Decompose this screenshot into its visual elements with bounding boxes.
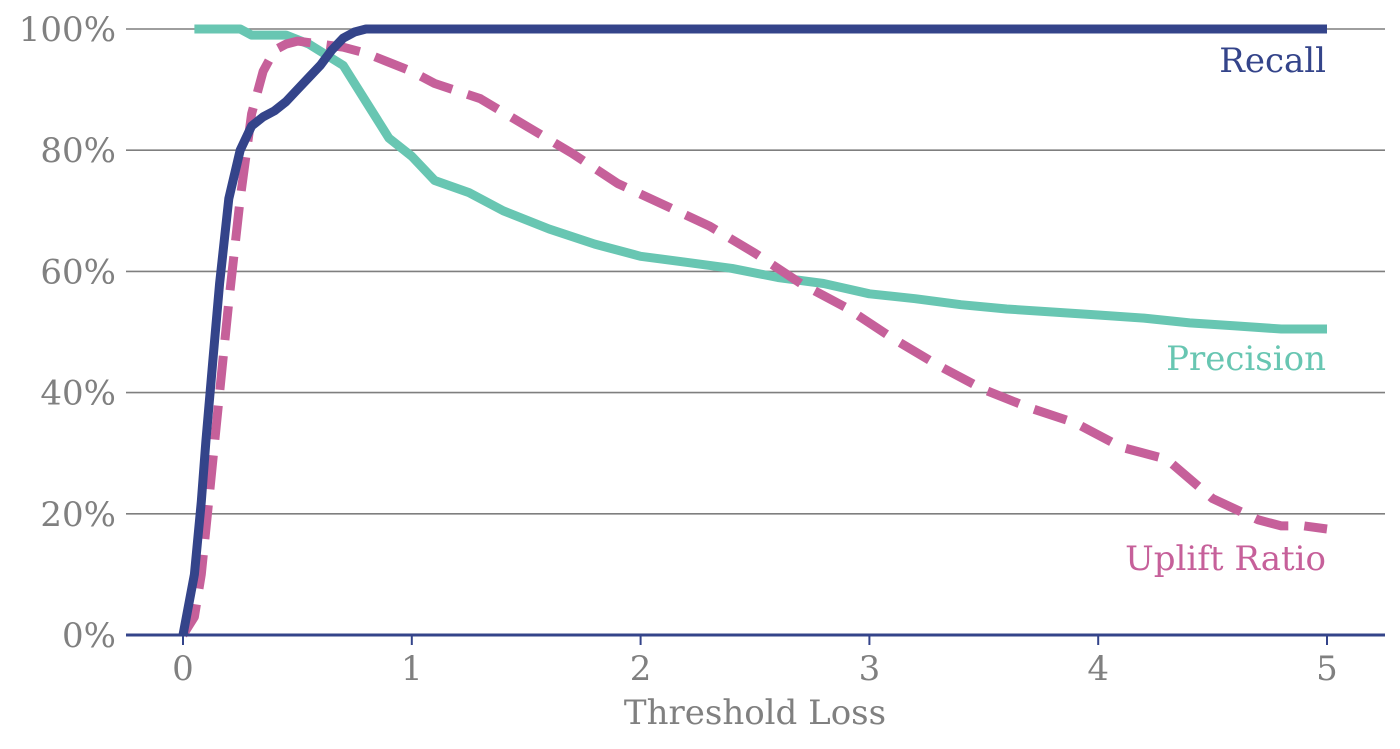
series-lines (178, 24, 1328, 638)
series-label-precision: Precision (1166, 339, 1326, 379)
y-tick-label: 60% (40, 252, 116, 292)
x-tick-label: 3 (859, 649, 881, 689)
series-line-uplift-ratio (179, 36, 1328, 638)
x-tick-label: 2 (630, 649, 652, 689)
series-line-precision (194, 24, 1327, 334)
axis-ticks: 0% 20% 40% 60% 80% 100% 0 1 2 3 4 5 (19, 10, 1338, 689)
x-axis-title: Threshold Loss (624, 693, 886, 733)
series-labels: Recall Precision Uplift Ratio (1125, 41, 1326, 579)
series-label-uplift-ratio: Uplift Ratio (1125, 539, 1326, 579)
y-tick-label: 20% (40, 495, 116, 535)
y-tick-label: 100% (19, 10, 116, 50)
x-tick-label: 1 (401, 649, 423, 689)
x-tick-label: 0 (172, 649, 194, 689)
y-tick-label: 40% (40, 374, 116, 414)
series-line-recall (178, 24, 1327, 636)
series-label-recall: Recall (1219, 41, 1326, 81)
x-tick-label: 5 (1316, 649, 1338, 689)
y-tick-label: 0% (62, 616, 116, 656)
x-tick-label: 4 (1087, 649, 1109, 689)
y-tick-label: 80% (40, 131, 116, 171)
